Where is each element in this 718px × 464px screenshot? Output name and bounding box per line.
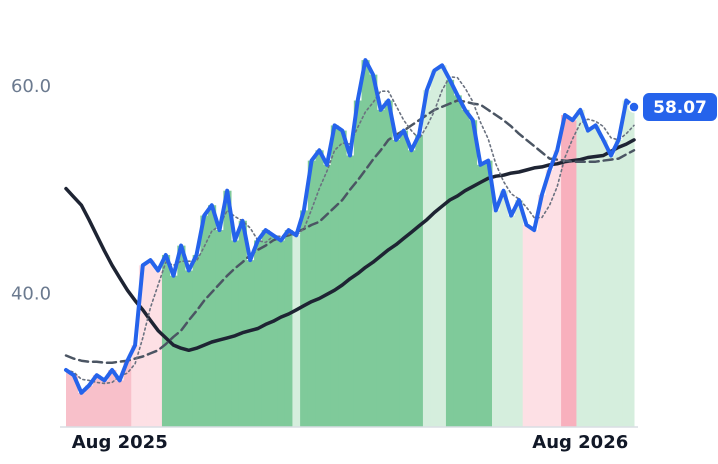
area-segment bbox=[154, 270, 163, 427]
series-line bbox=[64, 138, 636, 353]
area-segment bbox=[407, 150, 416, 428]
area-segment bbox=[384, 100, 393, 427]
area-segment bbox=[507, 215, 516, 427]
area-segment bbox=[85, 385, 94, 427]
area-segment bbox=[530, 230, 539, 427]
area-segment bbox=[614, 139, 623, 428]
area-segment bbox=[561, 115, 570, 427]
area-segment bbox=[568, 120, 577, 427]
area-segment bbox=[591, 125, 600, 428]
area-segment bbox=[92, 375, 102, 427]
area-segment bbox=[346, 155, 355, 427]
area-segment bbox=[399, 130, 409, 427]
last-point bbox=[628, 101, 640, 113]
area-segment bbox=[468, 120, 478, 427]
y-tick-label: 60.0 bbox=[11, 76, 51, 97]
area-segment bbox=[192, 254, 201, 427]
area-segment bbox=[215, 230, 224, 427]
area-segment bbox=[261, 230, 270, 427]
area-segment bbox=[492, 210, 501, 427]
area-segment bbox=[208, 205, 217, 427]
area-segment bbox=[630, 107, 635, 428]
area-segment bbox=[515, 200, 524, 427]
series-line bbox=[64, 58, 636, 395]
area-segment bbox=[123, 360, 132, 427]
area-segment bbox=[330, 125, 339, 428]
area-segment bbox=[438, 65, 447, 427]
area-segment bbox=[445, 79, 455, 427]
area-segment bbox=[545, 169, 554, 427]
x-tick-label: Aug 2026 bbox=[532, 432, 628, 453]
area-segment bbox=[138, 265, 148, 427]
area-segment bbox=[599, 139, 608, 428]
area-segment bbox=[499, 190, 508, 427]
area-segment bbox=[169, 275, 178, 427]
value-badge-label: 58.07 bbox=[653, 98, 707, 118]
area-segment bbox=[100, 380, 109, 427]
area-segment bbox=[422, 90, 432, 427]
area-segment bbox=[108, 369, 117, 427]
area-segment bbox=[69, 375, 79, 427]
area-segment bbox=[392, 139, 401, 428]
area-segment bbox=[307, 160, 316, 428]
area-segment bbox=[300, 210, 309, 427]
area-segment bbox=[453, 95, 462, 427]
area-segment bbox=[284, 230, 293, 427]
area-segment bbox=[161, 254, 171, 427]
area-segment bbox=[622, 100, 631, 427]
value-badge bbox=[643, 93, 717, 122]
area-segment bbox=[292, 235, 301, 427]
area-segment bbox=[66, 369, 71, 427]
area-segment bbox=[246, 260, 255, 427]
area-segment bbox=[254, 240, 263, 427]
area-segment bbox=[338, 130, 347, 427]
area-segment bbox=[584, 130, 593, 427]
area-segment bbox=[231, 240, 240, 427]
area-segment bbox=[376, 109, 386, 427]
area-segment bbox=[223, 190, 232, 427]
area-segment bbox=[361, 60, 370, 428]
area-segment bbox=[607, 155, 616, 427]
area-segment bbox=[522, 224, 531, 427]
area-segment bbox=[369, 74, 378, 427]
area-segment bbox=[415, 134, 424, 427]
x-tick-label: Aug 2025 bbox=[72, 432, 168, 453]
area-segment bbox=[115, 380, 125, 427]
area-segment bbox=[315, 150, 324, 428]
area-segment bbox=[476, 164, 485, 428]
area-segment bbox=[131, 345, 140, 427]
area-segment bbox=[269, 235, 278, 427]
y-tick-label: 40.0 bbox=[11, 283, 51, 304]
area-segment bbox=[77, 392, 86, 427]
area-segment bbox=[576, 109, 585, 427]
area-segment bbox=[461, 109, 470, 427]
area-segment bbox=[538, 194, 547, 427]
series-line bbox=[64, 99, 636, 364]
area-segment bbox=[146, 260, 155, 427]
area-segment bbox=[553, 150, 562, 428]
area-segment bbox=[238, 220, 247, 427]
area-segment bbox=[484, 160, 493, 428]
area-segment bbox=[430, 70, 439, 427]
area-segment bbox=[177, 245, 186, 427]
area-segment bbox=[277, 240, 286, 427]
area-segment bbox=[200, 215, 209, 427]
area-segment bbox=[353, 100, 363, 427]
